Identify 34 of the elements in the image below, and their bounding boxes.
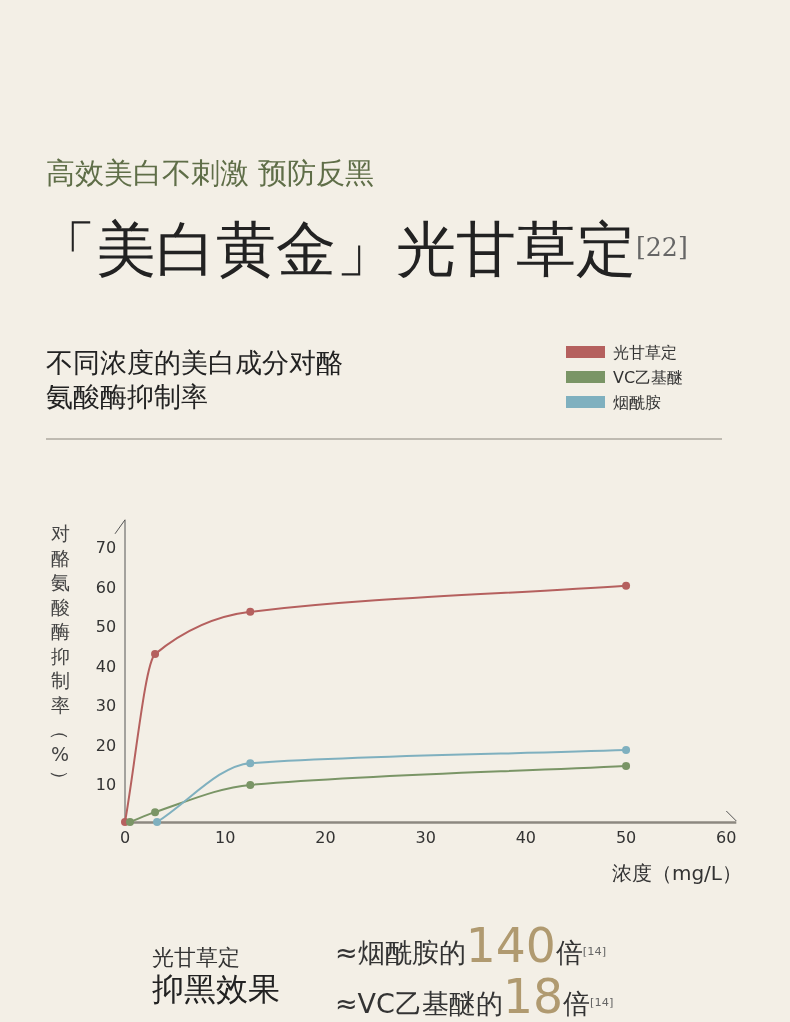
point (622, 581, 631, 590)
text: 高效美白不刺激 预防反黑 (46, 156, 375, 190)
x-tick-label: 0 (119, 828, 131, 847)
text: 对酪氨酸酶抑制率（%） (50, 522, 72, 789)
y-tick-label: 40 (95, 656, 117, 676)
text: 光甘草定 (152, 945, 240, 970)
legend-label: 光甘草定 (613, 343, 677, 362)
y-tick-label: 60 (95, 577, 117, 597)
point (622, 746, 631, 755)
x-tick-label: 10 (215, 828, 236, 847)
point (153, 818, 162, 827)
point (622, 761, 631, 770)
legend-label: 烟酰胺 (613, 393, 661, 412)
y-tick-label: 50 (95, 617, 117, 637)
text: 「美白黄金」光甘草定$^{[22]}$ (36, 214, 688, 284)
point (246, 759, 255, 768)
y-tick-label: 20 (95, 735, 117, 755)
y-tick-label: 10 (95, 775, 117, 795)
x-tick-label: 20 (315, 828, 336, 847)
chart-title: 不同浓度的美白成分对酪氨酸酶抑制率 (46, 347, 343, 412)
legend-label: VC乙基醚 (613, 368, 684, 387)
point (246, 780, 255, 789)
x-axis-title: 浓度（mg/L） (611, 861, 742, 885)
point (151, 650, 160, 659)
x-tick-label: 60 (716, 828, 737, 847)
y-tick-label: 70 (95, 538, 117, 558)
point (246, 607, 255, 616)
x-tick-label: 50 (615, 828, 637, 847)
point (126, 818, 135, 827)
y-tick-label: 30 (95, 696, 117, 716)
x-tick-label: 30 (415, 828, 436, 847)
x-tick-label: 40 (515, 828, 537, 847)
point (151, 808, 160, 817)
text: 抑黑效果 (152, 970, 280, 1008)
